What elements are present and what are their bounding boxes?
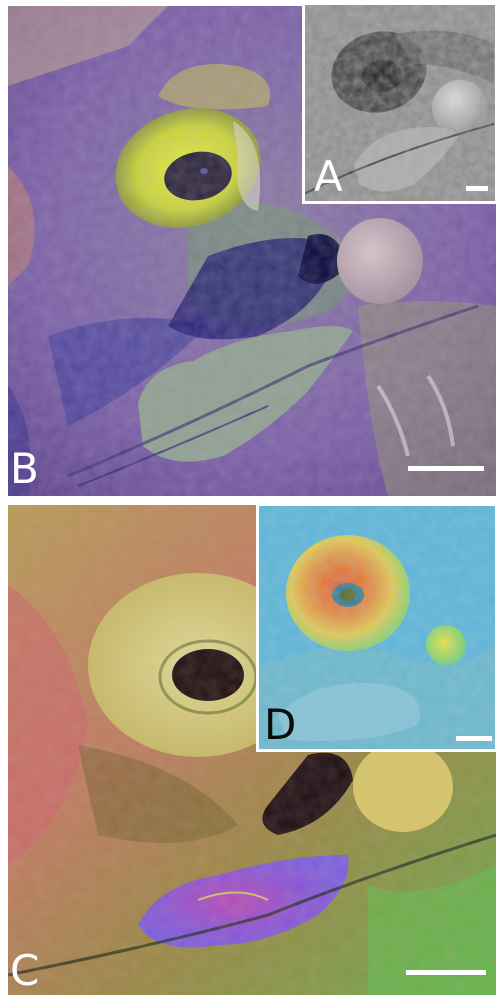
- panel-d-scale-bar: [456, 736, 492, 741]
- panel-c-scale-bar: [406, 970, 486, 975]
- panel-d-image: [258, 505, 496, 750]
- panel-c-label: C: [10, 946, 40, 995]
- panel-b-label: B: [10, 444, 39, 493]
- panel-a-image: [304, 4, 496, 202]
- panel-d-scene: [258, 505, 496, 750]
- panel-b-scale-bar: [408, 466, 484, 471]
- panel-a-scene: [304, 4, 496, 202]
- panel-d-label: D: [264, 700, 297, 749]
- panel-a-scale-bar: [466, 186, 488, 191]
- panel-a-label: A: [314, 152, 343, 201]
